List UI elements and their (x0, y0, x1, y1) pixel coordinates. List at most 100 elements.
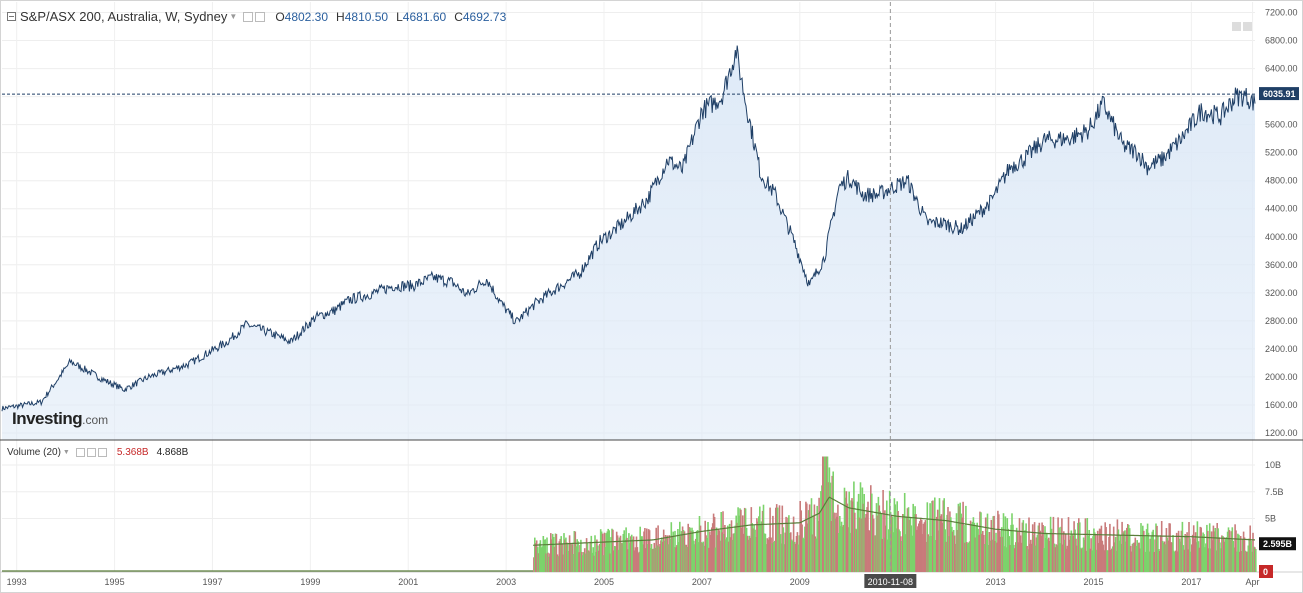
volume-bar (844, 497, 847, 572)
volume-bar (951, 526, 953, 572)
volume-bar (1127, 525, 1130, 572)
volume-bar (777, 522, 780, 572)
volume-bar (973, 522, 976, 572)
volume-bar (1197, 541, 1200, 572)
volume-bar (773, 542, 775, 572)
volume-bar (697, 542, 700, 572)
volume-bar (1080, 548, 1083, 572)
volume-bar (696, 530, 699, 572)
volume-bar (860, 518, 863, 572)
volume-bar (1024, 530, 1026, 572)
volume-bar (547, 552, 549, 572)
volume-bar (726, 537, 728, 572)
x-tick-label: 2005 (594, 577, 614, 587)
volume-bar (1246, 551, 1249, 572)
collapse-icon[interactable] (7, 12, 16, 21)
volume-bar (667, 544, 670, 572)
volume-bar (1138, 542, 1140, 572)
volume-bar (839, 516, 841, 572)
low-value: 4681.60 (402, 9, 447, 24)
volume-bar (964, 542, 966, 572)
volume-bar (647, 529, 650, 572)
volume-bar (806, 503, 808, 572)
volume-bar (787, 517, 789, 572)
volume-bar (935, 516, 938, 572)
volume-bar (800, 510, 802, 572)
volume-bar (984, 517, 987, 572)
volume-bar (927, 534, 929, 572)
volume-bar (1094, 532, 1096, 572)
volume-bar (651, 549, 654, 572)
high-label: H (336, 9, 345, 24)
x-tick-label: 1993 (7, 577, 27, 587)
volume-bar (568, 535, 571, 572)
maximize-pane-icon[interactable] (1232, 22, 1241, 31)
volume-bar (1071, 533, 1074, 572)
y-axis-volume: 5B 7.5B 10B (1265, 460, 1284, 523)
volume-bar (1081, 547, 1084, 572)
volume-bar (598, 550, 600, 572)
visibility-icon[interactable] (255, 11, 266, 22)
x-tick-label: 2009 (790, 577, 810, 587)
volume-bar (1063, 531, 1065, 572)
volume-bar (754, 529, 756, 572)
volume-bar (699, 525, 702, 572)
close-icon[interactable] (97, 448, 107, 457)
volume-bar (1137, 542, 1139, 572)
visibility-icon[interactable] (86, 448, 96, 457)
volume-bar (937, 530, 940, 572)
volume-bar (659, 544, 661, 572)
volume-bar (597, 545, 599, 572)
volume-bar (646, 528, 648, 572)
volume-bar (1112, 526, 1115, 572)
volume-bar (1205, 543, 1207, 572)
volume-bar (1109, 523, 1111, 572)
volume-bar (865, 514, 867, 572)
volume-bar (1055, 544, 1058, 572)
volume-bar (668, 535, 671, 572)
volume-bar (948, 536, 950, 572)
chevron-down-icon[interactable]: ▼ (62, 449, 70, 456)
volume-bar (1223, 541, 1226, 572)
volume-bar (617, 549, 620, 572)
volume-bar (925, 541, 928, 572)
volume-bar (670, 522, 673, 572)
x-tick-label: 2007 (692, 577, 712, 587)
chevron-down-icon[interactable]: ▼ (229, 12, 238, 21)
volume-bar (983, 544, 986, 572)
volume-bar (862, 503, 865, 572)
volume-bar (903, 514, 905, 572)
volume-bar (1062, 544, 1064, 572)
volume-bar (624, 539, 626, 572)
symbol-title[interactable]: S&P/ASX 200, Australia, W, Sydney (20, 9, 228, 24)
volume-bar (854, 512, 856, 572)
volume-bar (552, 537, 555, 572)
volume-bar (988, 532, 991, 572)
volume-bar (1029, 543, 1031, 572)
volume-bar (1218, 537, 1220, 572)
volume-bar (717, 528, 720, 572)
volume-bar (804, 526, 806, 572)
volume-bar (784, 532, 786, 572)
y-tick-label: 6400.00 (1265, 64, 1298, 74)
volume-bar (852, 501, 854, 572)
volume-bar (875, 503, 878, 572)
volume-bar (1183, 549, 1186, 572)
volume-bar (567, 550, 570, 572)
volume-bar (919, 521, 921, 572)
volume-bar (815, 538, 817, 572)
volume-bar (1004, 516, 1007, 572)
settings-icon[interactable] (75, 448, 85, 457)
volume-bar (1204, 547, 1206, 572)
volume-title[interactable]: Volume (20) (7, 447, 61, 458)
volume-bar (1010, 524, 1012, 572)
volume-bar (1011, 513, 1013, 572)
volume-bar (618, 537, 621, 572)
volume-bar (596, 539, 598, 572)
settings-icon[interactable] (243, 11, 254, 22)
volume-bar (1096, 530, 1099, 572)
volume-bar (1035, 537, 1038, 572)
restore-pane-icon[interactable] (1243, 22, 1252, 31)
volume-bar (841, 526, 844, 572)
